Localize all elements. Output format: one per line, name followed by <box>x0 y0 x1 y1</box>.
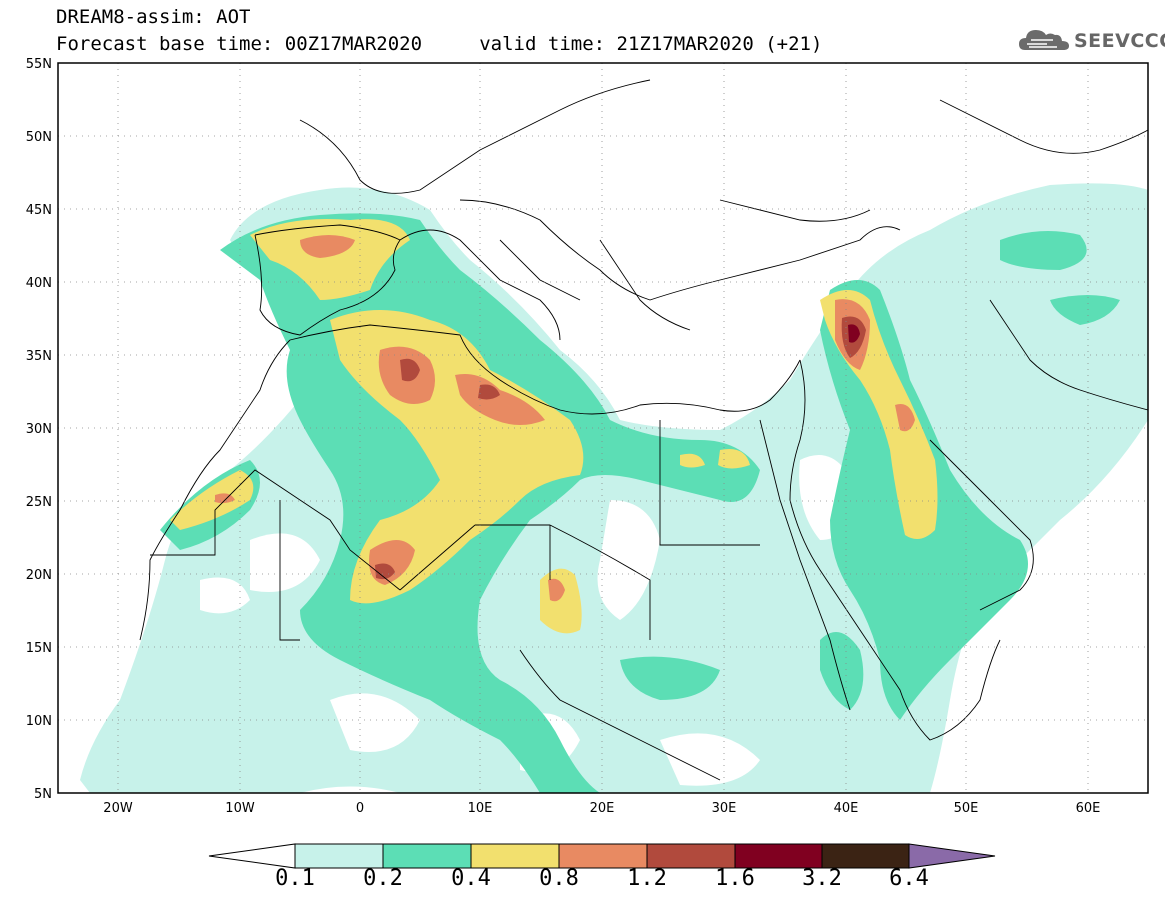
lat-tick-20n: 20N <box>26 568 52 583</box>
colorbar <box>208 843 996 869</box>
lat-tick-5n: 5N <box>34 787 52 802</box>
lat-tick-50n: 50N <box>26 130 52 145</box>
logo-text: SEEVCCC <box>1074 30 1165 52</box>
lat-tick-15n: 15N <box>26 641 52 656</box>
colorbar-bin-0 <box>294 843 384 869</box>
colorbar-label: 0.1 <box>275 866 315 891</box>
colorbar-label: 3.2 <box>802 866 842 891</box>
lat-tick-25n: 25N <box>26 495 52 510</box>
cloud-logo-icon <box>1019 30 1069 50</box>
colorbar-over-arrow <box>908 843 996 869</box>
lon-tick-40e: 40E <box>834 801 859 816</box>
lat-tick-55n: 55N <box>26 57 52 72</box>
colorbar-label: 0.8 <box>539 866 579 891</box>
colorbar-bin-3 <box>558 843 648 869</box>
lon-tick-30e: 30E <box>712 801 737 816</box>
colorbar-label: 1.2 <box>627 866 667 891</box>
map-title: DREAM8-assim: AOT <box>56 6 251 28</box>
lon-tick-0: 0 <box>356 801 364 816</box>
colorbar-bin-6 <box>821 843 910 869</box>
lat-tick-45n: 45N <box>26 203 52 218</box>
lon-tick-50e: 50E <box>954 801 979 816</box>
lat-tick-35n: 35N <box>26 349 52 364</box>
lon-tick-20w: 20W <box>103 801 133 816</box>
colorbar-label: 6.4 <box>889 866 929 891</box>
lon-tick-10e: 10E <box>468 801 493 816</box>
colorbar-label: 1.6 <box>715 866 755 891</box>
lon-tick-60e: 60E <box>1076 801 1101 816</box>
coastlines <box>139 79 1148 781</box>
colorbar-bin-5 <box>734 843 823 869</box>
lat-tick-10n: 10N <box>26 714 52 729</box>
seevccc-logo: SEEVCCC <box>1017 24 1165 58</box>
lat-tick-40n: 40N <box>26 276 52 291</box>
lon-tick-20e: 20E <box>590 801 615 816</box>
lat-tick-30n: 30N <box>26 422 52 437</box>
lat-axis: 55N 50N 45N 40N 35N 30N 25N 20N 15N 10N … <box>26 57 52 802</box>
lon-axis: 20W 10W 0 10E 20E 30E 40E 50E 60E <box>103 801 1100 816</box>
colorbar-bin-2 <box>470 843 560 869</box>
colorbar-bin-1 <box>382 843 472 869</box>
aot-field <box>80 183 1148 793</box>
colorbar-bin-4 <box>646 843 736 869</box>
colorbar-under-arrow <box>208 843 296 869</box>
lon-tick-10w: 10W <box>225 801 255 816</box>
forecast-time-line: Forecast base time: 00Z17MAR2020 valid t… <box>56 33 823 55</box>
colorbar-label: 0.4 <box>451 866 491 891</box>
colorbar-label: 0.2 <box>363 866 403 891</box>
map-frame <box>57 62 1149 794</box>
